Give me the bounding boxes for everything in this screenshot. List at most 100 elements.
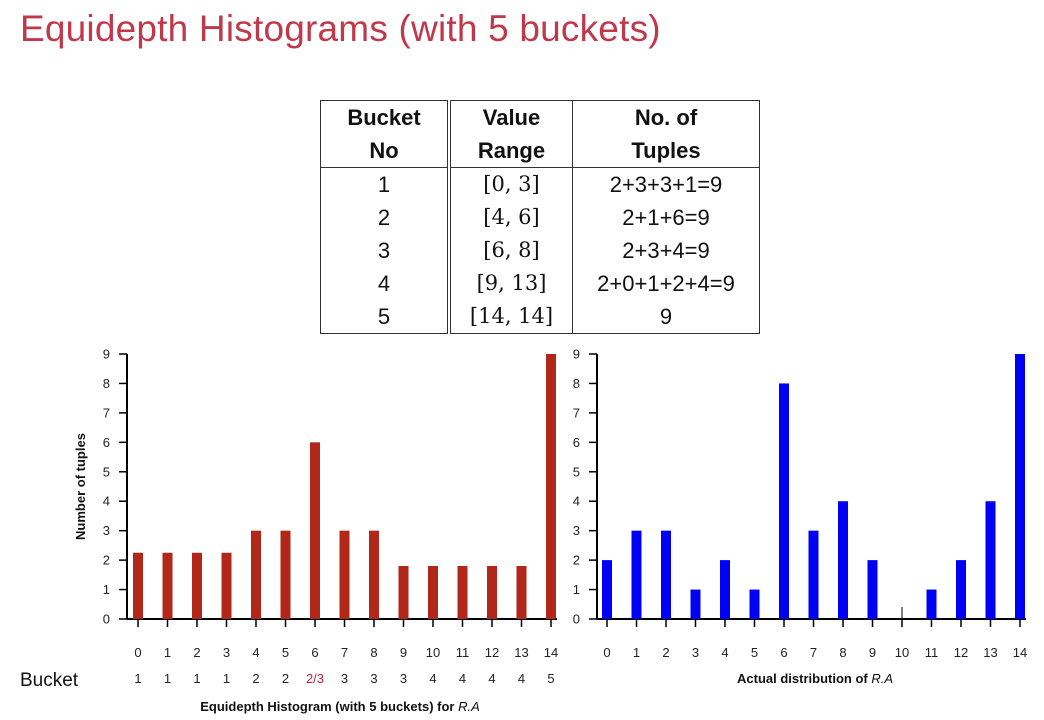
x-tick-label: 3: [692, 645, 699, 660]
tuples-cell: 9: [572, 300, 760, 334]
bar: [867, 560, 878, 619]
bucket-row-label: Bucket: [20, 670, 79, 691]
x-tick-label: 14: [1013, 645, 1027, 660]
x-tick-label: 1: [633, 645, 640, 660]
bucket-label: 2: [282, 671, 289, 686]
x-tick-label: 14: [544, 645, 558, 660]
bucket-no-cell: 2: [320, 201, 451, 234]
bucket-label: 1: [193, 671, 200, 686]
y-tick-label: 1: [573, 582, 580, 597]
tuples-cell: 2+3+3+1=9: [572, 167, 760, 201]
bar: [251, 530, 261, 619]
x-tick-label: 12: [485, 645, 499, 660]
x-tick-label: 5: [751, 645, 758, 660]
x-tick-label: 8: [370, 645, 377, 660]
header-value-range-line2: Range: [448, 134, 573, 168]
y-tick-label: 0: [573, 612, 580, 627]
x-tick-label: 3: [223, 645, 230, 660]
x-tick-label: 9: [400, 645, 407, 660]
bar: [1015, 354, 1025, 619]
bar: [631, 530, 642, 619]
y-tick-label: 3: [573, 523, 580, 538]
x-axis-label: Equidepth Histogram (with 5 buckets) for…: [200, 699, 480, 714]
x-tick-label: 13: [983, 645, 997, 660]
y-tick-label: 9: [103, 347, 110, 362]
bucket-no-cell: 1: [320, 167, 451, 201]
value-range-cell: [9, 13]: [448, 267, 573, 300]
y-tick-label: 6: [103, 435, 110, 450]
bar: [339, 530, 350, 619]
x-tick-label: 2: [662, 645, 669, 660]
x-tick-label: 0: [603, 645, 610, 660]
x-axis-label-text: Equidepth Histogram (with 5 buckets) for: [200, 699, 458, 714]
x-axis-label-text: Actual distribution of: [737, 671, 871, 686]
x-tick-label: 7: [341, 645, 348, 660]
bar: [310, 442, 320, 619]
table-row: 3 [6, 8] 2+3+4=9: [320, 234, 760, 267]
y-tick-label: 8: [103, 376, 110, 391]
bar: [133, 552, 143, 619]
value-range-cell: [14, 14]: [448, 300, 573, 334]
x-tick-label: 4: [721, 645, 728, 660]
table-row: 2 [4, 6] 2+1+6=9: [320, 201, 760, 234]
bar: [956, 560, 966, 619]
x-tick-label: 6: [311, 645, 318, 660]
equidepth-histogram-chart: 012345678901112131425262/373839310411412…: [73, 347, 558, 715]
bar: [457, 566, 468, 619]
x-tick-label: 8: [839, 645, 846, 660]
table-row: 1 [0, 3] 2+3+3+1=9: [320, 167, 760, 201]
x-tick-label: 7: [810, 645, 817, 660]
y-axis-label: Number of tuples: [73, 433, 88, 540]
x-tick-label: 2: [193, 645, 200, 660]
x-tick-label: 9: [869, 645, 876, 660]
bar: [369, 530, 379, 619]
x-tick-label: 0: [134, 645, 141, 660]
x-tick-label: 13: [514, 645, 528, 660]
x-axis-label: Actual distribution of R.A: [737, 671, 893, 686]
x-tick-label: 11: [456, 645, 470, 660]
bucket-label: 4: [518, 671, 525, 686]
y-tick-label: 0: [103, 612, 110, 627]
x-tick-label: 10: [895, 645, 909, 660]
bucket-label: 3: [341, 671, 348, 686]
y-tick-label: 4: [573, 494, 580, 509]
x-tick-label: 5: [282, 645, 289, 660]
bar: [808, 530, 819, 619]
value-range-cell: [4, 6]: [448, 201, 573, 234]
bar: [516, 566, 527, 619]
tuples-cell: 2+3+4=9: [572, 234, 760, 267]
y-tick-label: 2: [103, 553, 110, 568]
x-tick-label: 12: [954, 645, 968, 660]
header-tuples-line1: No. of: [572, 100, 760, 134]
bucket-label: 1: [164, 671, 171, 686]
bar: [398, 566, 409, 619]
bar: [985, 501, 996, 619]
bucket-label: 2: [252, 671, 259, 686]
page-title: Equidepth Histograms (with 5 buckets): [20, 8, 661, 49]
bucket-label: 3: [370, 671, 377, 686]
header-bucket-no-line1: Bucket: [320, 100, 451, 134]
bucket-label: 4: [488, 671, 495, 686]
bucket-no-cell: 3: [320, 234, 451, 267]
y-tick-label: 5: [573, 464, 580, 479]
y-tick-label: 2: [573, 553, 580, 568]
y-tick-label: 3: [103, 523, 110, 538]
y-tick-label: 5: [103, 464, 110, 479]
header-bucket-no-line2: No: [320, 134, 451, 168]
bucket-label: 4: [459, 671, 466, 686]
bar: [487, 566, 497, 619]
bucket-label: 2/3: [306, 671, 324, 686]
x-axis-label-variable: R.A: [871, 671, 893, 686]
bar: [838, 501, 848, 619]
y-tick-label: 4: [103, 494, 110, 509]
tuples-cell: 2+1+6=9: [572, 201, 760, 234]
bar: [192, 552, 202, 619]
bar: [280, 530, 291, 619]
bar: [749, 589, 760, 619]
header-tuples-line2: Tuples: [572, 134, 760, 168]
bar: [428, 566, 438, 619]
bucket-label: 5: [547, 671, 554, 686]
bar: [720, 560, 730, 619]
y-tick-label: 1: [103, 582, 110, 597]
